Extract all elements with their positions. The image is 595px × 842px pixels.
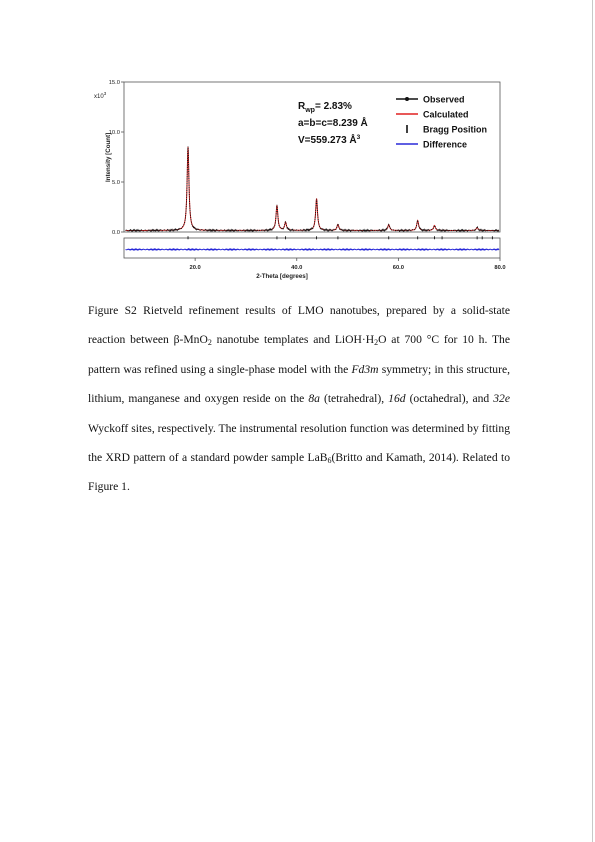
main-plot-frame <box>123 81 501 233</box>
legend-item-calculated: Calculated <box>396 110 469 120</box>
lattice-annotation: a=b=c=8.239 Å <box>298 116 368 129</box>
difference-plot-frame <box>123 237 501 259</box>
legend-label-observed: Observed <box>423 95 465 105</box>
legend-label-calculated: Calculated <box>423 110 469 120</box>
x-tick-label: 20.0 <box>189 265 200 271</box>
y-multiplier: x103 <box>94 91 107 100</box>
y-tick-label: 0.0 <box>112 230 120 236</box>
legend-label-bragg: Bragg Position <box>423 125 487 135</box>
legend-label-difference: Difference <box>423 140 467 150</box>
caption-paragraph: Figure S2 Rietveld refinement results of… <box>88 304 511 494</box>
legend-item-observed: Observed <box>396 95 465 105</box>
x-tick-label: 80.0 <box>494 265 505 271</box>
calculated-series-line <box>125 146 499 231</box>
observed-series-line <box>125 146 500 233</box>
legend-item-bragg: Bragg Position <box>406 125 487 135</box>
x-axis-label: 2-Theta [degrees] <box>256 273 308 280</box>
y-tick-label: 10.0 <box>109 130 120 136</box>
rwp-annotation: Rwp= 2.83% <box>298 101 352 114</box>
xrd-chart-svg: 0.0 5.0 10.0 15.0 20.0 40.0 60.0 80.0 x103 Int… <box>94 80 506 280</box>
x-tick-label: 60.0 <box>393 265 404 271</box>
figure-caption: Figure S2 Rietveld refinement results of… <box>88 296 510 502</box>
bragg-markers <box>187 236 493 240</box>
y-tick-label: 5.0 <box>112 180 120 186</box>
difference-series-line <box>125 248 500 251</box>
legend: Observed Calculated Bragg Position Diffe… <box>396 95 487 150</box>
x-axis-ticks: 20.0 40.0 60.0 80.0 <box>189 258 506 271</box>
y-axis-label: Intensity [Count] <box>105 133 112 182</box>
legend-item-difference: Difference <box>396 140 467 150</box>
y-tick-label: 15.0 <box>109 80 120 86</box>
y-axis-ticks: 0.0 5.0 10.0 15.0 <box>109 80 124 236</box>
volume-annotation: V=559.273 Å3 <box>298 133 361 146</box>
x-tick-label: 40.0 <box>291 265 302 271</box>
xrd-figure: 0.0 5.0 10.0 15.0 20.0 40.0 60.0 80.0 x103 Int… <box>88 74 518 286</box>
page-edge <box>592 0 593 842</box>
